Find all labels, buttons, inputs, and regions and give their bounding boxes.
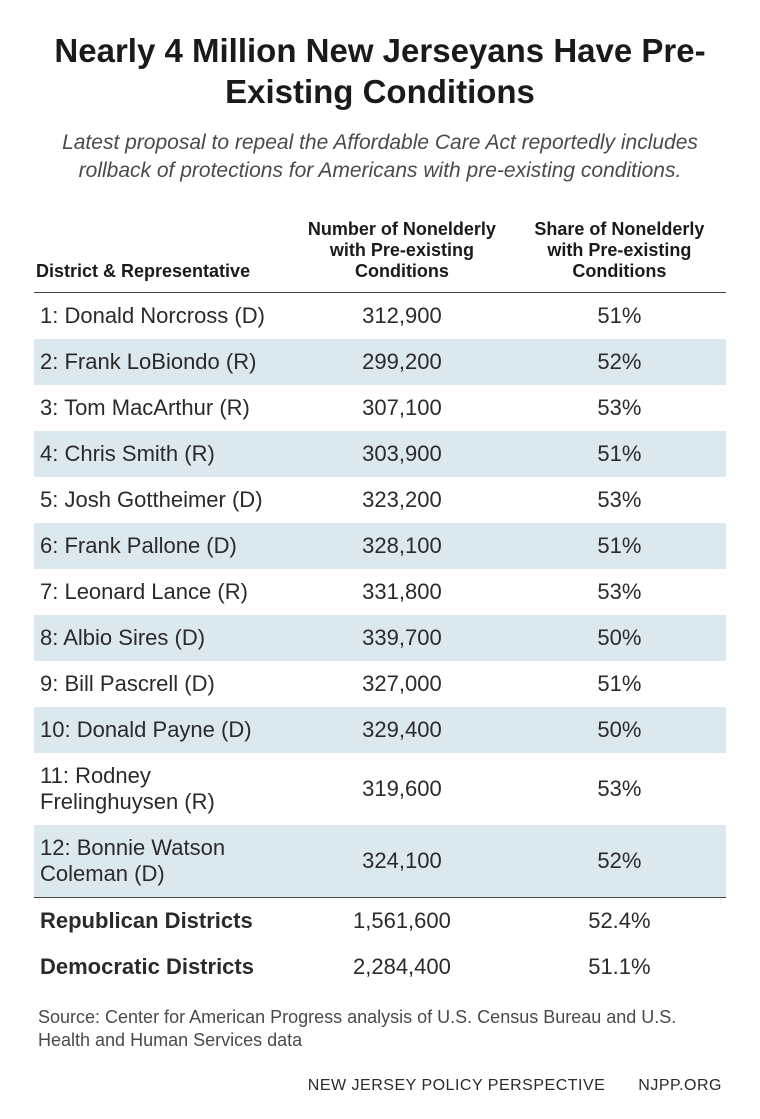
footer-site: NJPP.ORG xyxy=(638,1077,722,1094)
cell-share: 51% xyxy=(513,431,726,477)
cell-share: 52% xyxy=(513,825,726,898)
cell-number: 307,100 xyxy=(291,385,513,431)
footer: NEW JERSEY POLICY PERSPECTIVE NJPP.ORG xyxy=(34,1077,726,1095)
cell-district: 2: Frank LoBiondo (R) xyxy=(34,339,291,385)
cell-share: 50% xyxy=(513,707,726,753)
cell-number: 299,200 xyxy=(291,339,513,385)
table-row: 5: Josh Gottheimer (D)323,20053% xyxy=(34,477,726,523)
summary-number: 2,284,400 xyxy=(291,944,513,990)
cell-number: 324,100 xyxy=(291,825,513,898)
summary-number: 1,561,600 xyxy=(291,898,513,945)
page-title: Nearly 4 Million New Jerseyans Have Pre-… xyxy=(34,30,726,113)
cell-number: 329,400 xyxy=(291,707,513,753)
source-note: Source: Center for American Progress ana… xyxy=(34,1006,726,1051)
cell-share: 52% xyxy=(513,339,726,385)
table-row: 3: Tom MacArthur (R)307,10053% xyxy=(34,385,726,431)
summary-row: Republican Districts1,561,60052.4% xyxy=(34,898,726,945)
cell-district: 5: Josh Gottheimer (D) xyxy=(34,477,291,523)
table-row: 12: Bonnie Watson Coleman (D)324,10052% xyxy=(34,825,726,898)
cell-district: 12: Bonnie Watson Coleman (D) xyxy=(34,825,291,898)
cell-number: 339,700 xyxy=(291,615,513,661)
table-row: 9: Bill Pascrell (D)327,00051% xyxy=(34,661,726,707)
table-body: 1: Donald Norcross (D)312,90051%2: Frank… xyxy=(34,293,726,991)
summary-row: Democratic Districts2,284,40051.1% xyxy=(34,944,726,990)
table-row: 11: Rodney Frelinghuysen (R)319,60053% xyxy=(34,753,726,825)
col-header-district: District & Representative xyxy=(34,213,291,293)
summary-label: Democratic Districts xyxy=(34,944,291,990)
cell-share: 51% xyxy=(513,523,726,569)
table-header-row: District & Representative Number of None… xyxy=(34,213,726,293)
cell-share: 53% xyxy=(513,753,726,825)
cell-district: 9: Bill Pascrell (D) xyxy=(34,661,291,707)
table-row: 4: Chris Smith (R)303,90051% xyxy=(34,431,726,477)
cell-district: 4: Chris Smith (R) xyxy=(34,431,291,477)
cell-number: 319,600 xyxy=(291,753,513,825)
cell-share: 51% xyxy=(513,661,726,707)
cell-share: 53% xyxy=(513,385,726,431)
table-row: 6: Frank Pallone (D)328,10051% xyxy=(34,523,726,569)
cell-district: 3: Tom MacArthur (R) xyxy=(34,385,291,431)
cell-share: 50% xyxy=(513,615,726,661)
cell-share: 53% xyxy=(513,477,726,523)
table-row: 7: Leonard Lance (R)331,80053% xyxy=(34,569,726,615)
cell-district: 1: Donald Norcross (D) xyxy=(34,293,291,340)
col-header-number: Number of Nonelderly with Pre-existing C… xyxy=(291,213,513,293)
cell-number: 312,900 xyxy=(291,293,513,340)
page-subtitle: Latest proposal to repeal the Affordable… xyxy=(34,129,726,186)
table-row: 10: Donald Payne (D)329,40050% xyxy=(34,707,726,753)
cell-share: 53% xyxy=(513,569,726,615)
table-row: 8: Albio Sires (D)339,70050% xyxy=(34,615,726,661)
cell-district: 10: Donald Payne (D) xyxy=(34,707,291,753)
footer-org: NEW JERSEY POLICY PERSPECTIVE xyxy=(308,1077,606,1094)
cell-number: 328,100 xyxy=(291,523,513,569)
table-row: 2: Frank LoBiondo (R)299,20052% xyxy=(34,339,726,385)
cell-number: 323,200 xyxy=(291,477,513,523)
data-table: District & Representative Number of None… xyxy=(34,213,726,990)
cell-share: 51% xyxy=(513,293,726,340)
cell-number: 327,000 xyxy=(291,661,513,707)
cell-number: 303,900 xyxy=(291,431,513,477)
col-header-share: Share of Nonelderly with Pre-existing Co… xyxy=(513,213,726,293)
cell-district: 7: Leonard Lance (R) xyxy=(34,569,291,615)
summary-label: Republican Districts xyxy=(34,898,291,945)
summary-share: 51.1% xyxy=(513,944,726,990)
cell-number: 331,800 xyxy=(291,569,513,615)
cell-district: 11: Rodney Frelinghuysen (R) xyxy=(34,753,291,825)
summary-share: 52.4% xyxy=(513,898,726,945)
cell-district: 6: Frank Pallone (D) xyxy=(34,523,291,569)
table-row: 1: Donald Norcross (D)312,90051% xyxy=(34,293,726,340)
cell-district: 8: Albio Sires (D) xyxy=(34,615,291,661)
